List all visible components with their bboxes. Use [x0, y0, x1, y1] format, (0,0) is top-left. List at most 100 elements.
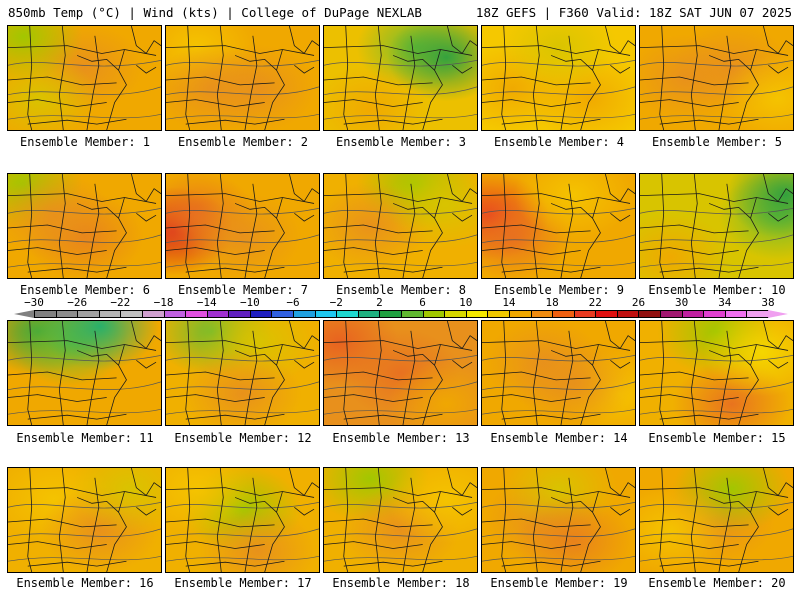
- state-boundary: [8, 371, 117, 381]
- height-contour: [166, 234, 319, 244]
- state-boundary: [27, 26, 33, 130]
- state-boundary: [501, 26, 507, 130]
- state-boundary: [659, 413, 759, 420]
- temperature-shading: [387, 360, 477, 425]
- state-boundary: [289, 321, 319, 350]
- state-boundary: [131, 321, 161, 350]
- state-boundary: [501, 560, 601, 567]
- colorbar-tick-label: −26: [67, 296, 88, 309]
- temperature-shading: [387, 468, 477, 544]
- height-contour: [640, 86, 793, 96]
- colorbar-segment: [120, 310, 143, 318]
- state-boundary: [131, 174, 161, 203]
- map-graphic: [324, 321, 477, 425]
- height-contour: [8, 381, 161, 391]
- height-contour: [8, 408, 161, 415]
- height-contour: [640, 502, 793, 509]
- state-boundary: [482, 224, 591, 234]
- colorbar-tick-label: −18: [153, 296, 174, 309]
- state-boundary: [58, 468, 66, 572]
- state-boundary: [244, 330, 258, 425]
- height-contour: [166, 86, 319, 96]
- state-boundary: [185, 266, 285, 273]
- ensemble-member-map-19: [481, 467, 636, 573]
- state-boundary: [8, 193, 157, 204]
- member-caption: Ensemble Member: 6: [19, 283, 151, 297]
- state-boundary: [216, 26, 224, 130]
- state-boundary: [610, 212, 631, 222]
- height-contour: [640, 208, 793, 215]
- member-caption: Ensemble Member: 10: [648, 283, 786, 297]
- state-boundary: [8, 76, 117, 86]
- state-boundary: [294, 359, 315, 369]
- colorbar-tick-label: −2: [329, 296, 343, 309]
- height-contour: [640, 60, 793, 67]
- state-boundary: [86, 35, 100, 130]
- state-boundary: [580, 49, 601, 130]
- state-boundary: [501, 266, 601, 273]
- colorbar-min-arrow: [14, 310, 34, 318]
- temperature-shading: [703, 321, 793, 397]
- temperature-shading: [324, 65, 430, 130]
- state-boundary: [447, 468, 477, 497]
- colorbar-segment: [271, 310, 295, 318]
- height-contour: [166, 528, 319, 538]
- ensemble-member-map-5: [639, 25, 794, 131]
- temperature-shading: [387, 174, 477, 250]
- state-boundary: [76, 55, 119, 71]
- state-boundary: [659, 174, 665, 278]
- state-boundary: [452, 359, 473, 369]
- state-boundary: [640, 247, 739, 255]
- state-boundary: [324, 340, 473, 351]
- state-boundary: [136, 64, 157, 74]
- state-boundary: [374, 468, 382, 572]
- state-boundary: [343, 413, 443, 420]
- state-boundary: [166, 76, 275, 86]
- state-boundary: [136, 212, 157, 222]
- state-boundary: [738, 49, 759, 130]
- state-boundary: [185, 413, 285, 420]
- member-caption: Ensemble Member: 13: [332, 431, 470, 445]
- temperature-shading: [640, 486, 730, 572]
- state-boundary: [482, 76, 591, 86]
- state-boundary: [166, 394, 265, 402]
- ensemble-member-map-12: [165, 320, 320, 426]
- state-boundary: [8, 45, 157, 56]
- map-graphic: [640, 468, 793, 572]
- state-boundary: [289, 174, 319, 203]
- colorbar-segment: [34, 310, 57, 318]
- state-boundary: [501, 174, 507, 278]
- colorbar-segment: [465, 310, 489, 318]
- state-boundary: [131, 26, 161, 55]
- state-boundary: [244, 183, 258, 278]
- state-boundary: [738, 491, 759, 572]
- state-boundary: [166, 371, 275, 381]
- map-graphic: [166, 321, 319, 425]
- state-boundary: [216, 174, 224, 278]
- state-boundary: [422, 344, 443, 425]
- state-boundary: [482, 340, 631, 351]
- colorbar-segment: [444, 310, 467, 318]
- map-graphic: [482, 321, 635, 425]
- colorbar-segment: [228, 310, 251, 318]
- temperature-shading: [726, 174, 793, 239]
- member-caption: Ensemble Member: 15: [648, 431, 786, 445]
- state-boundary: [136, 359, 157, 369]
- state-boundary: [324, 371, 433, 381]
- state-boundary: [447, 26, 477, 55]
- state-boundary: [640, 224, 749, 234]
- state-boundary: [185, 118, 285, 125]
- map-graphic: [324, 26, 477, 130]
- state-boundary: [610, 359, 631, 369]
- ensemble-member-map-20: [639, 467, 794, 573]
- state-boundary: [166, 487, 315, 498]
- colorbar-max-arrow: [768, 310, 788, 318]
- height-contour: [482, 381, 635, 391]
- state-boundary: [76, 203, 119, 219]
- state-boundary: [422, 491, 443, 572]
- state-boundary: [289, 26, 319, 55]
- colorbar-tick-label: 38: [761, 296, 775, 309]
- state-boundary: [166, 340, 315, 351]
- ensemble-member-map-2: [165, 25, 320, 131]
- state-boundary: [763, 321, 793, 350]
